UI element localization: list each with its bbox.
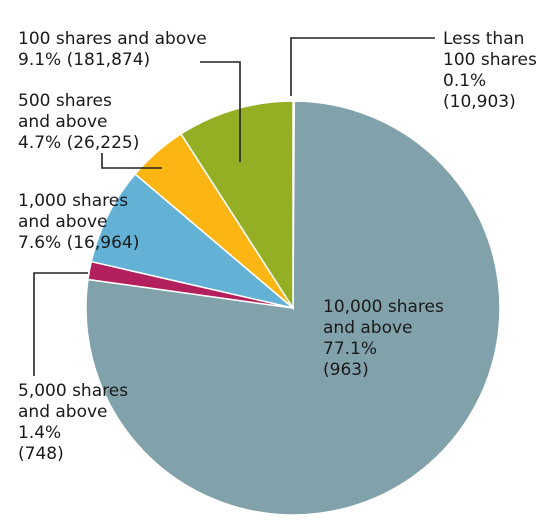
slice-label-less-than-100-shares: Less than 100 shares 0.1% (10,903) bbox=[443, 29, 537, 112]
slice-label-line: and above bbox=[18, 402, 108, 422]
slice-label-line: 1,000 shares bbox=[18, 191, 128, 211]
leader-line-100-shares-and-above bbox=[200, 61, 241, 162]
slice-label-line: 4.7% (26,225) bbox=[18, 133, 139, 153]
slice-label-line: 1.4% bbox=[18, 423, 61, 443]
slice-label-10-000-shares-and-above: 10,000 shares and above 77.1% (963) bbox=[323, 297, 444, 380]
slice-label-line: 0.1% bbox=[443, 71, 486, 91]
pie-slices bbox=[85, 100, 501, 516]
slice-label-line: 10,000 shares bbox=[323, 297, 444, 317]
slice-label-line: 100 shares bbox=[443, 50, 537, 70]
slice-label-500-shares-and-above: 500 shares and above 4.7% (26,225) bbox=[18, 91, 139, 153]
pie-slice-100-shares-and-above bbox=[179, 100, 294, 311]
leader-line-5-000-shares-and-above bbox=[33, 272, 88, 376]
slice-labels: Less than 100 shares 0.1% (10,903) 10,000 sh… bbox=[18, 29, 537, 464]
slice-label-line: (748) bbox=[18, 444, 64, 464]
slice-label-line: (963) bbox=[323, 360, 369, 380]
slice-label-line: Less than bbox=[443, 29, 524, 49]
slice-label-line: and above bbox=[323, 318, 413, 338]
leader-line-500-shares-and-above bbox=[101, 153, 162, 169]
slice-label-line: 100 shares and above bbox=[18, 29, 207, 49]
slice-label-line: 5,000 shares bbox=[18, 381, 128, 401]
slice-label-line: 500 shares bbox=[18, 91, 112, 111]
pie-slice-1-000-shares-and-above bbox=[90, 173, 294, 309]
leader-lines bbox=[33, 37, 435, 376]
slice-label-100-shares-and-above: 100 shares and above 9.1% (181,874) bbox=[18, 29, 207, 70]
slice-label-1-000-shares-and-above: 1,000 shares and above 7.6% (16,964) bbox=[18, 191, 139, 253]
slice-label-5-000-shares-and-above: 5,000 shares and above 1.4% (748) bbox=[18, 381, 128, 464]
slice-label-line: 7.6% (16,964) bbox=[18, 233, 139, 253]
slice-label-line: and above bbox=[18, 112, 108, 132]
slice-label-line: 77.1% bbox=[323, 339, 377, 359]
slice-label-line: (10,903) bbox=[443, 92, 516, 112]
slice-label-line: and above bbox=[18, 212, 108, 232]
leader-line-less-than-100-shares bbox=[290, 37, 435, 96]
slice-label-line: 9.1% (181,874) bbox=[18, 50, 150, 70]
